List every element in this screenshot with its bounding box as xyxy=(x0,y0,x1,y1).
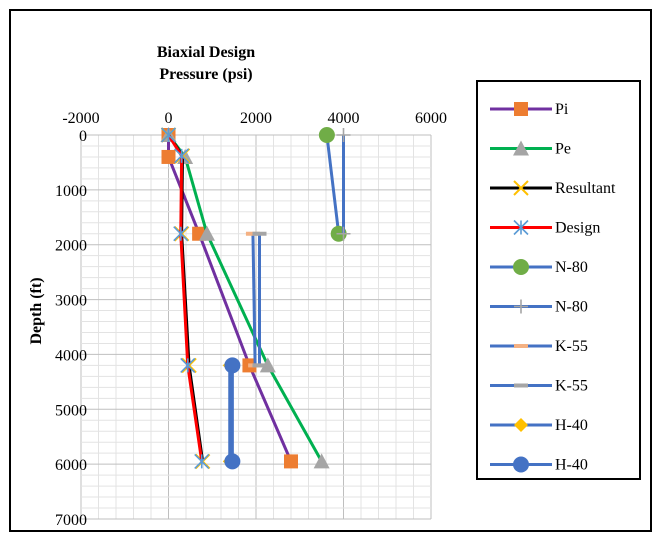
data-point-marker xyxy=(180,357,196,373)
series-group xyxy=(222,358,237,469)
legend-marker xyxy=(513,219,529,236)
series-group xyxy=(252,231,267,368)
chart-svg: -2000 0 2000 4000 60000100020003000400050006… xyxy=(28,44,641,529)
legend-label: N-80 xyxy=(555,259,588,276)
legend-label: K-55 xyxy=(555,378,588,395)
series-line xyxy=(325,134,341,234)
legend-label: H-40 xyxy=(555,417,588,434)
legend-label: Resultant xyxy=(555,180,616,197)
legend-marker xyxy=(513,456,529,473)
grid-layer xyxy=(80,134,432,520)
series-line xyxy=(251,233,257,366)
legend-label: Pi xyxy=(555,101,569,118)
legend-marker xyxy=(513,140,529,156)
legend-marker xyxy=(514,299,528,314)
series-line xyxy=(167,134,323,463)
text-layer: Biaxial Design Pressure (psi) Depth (ft) xyxy=(28,44,255,345)
chart-frame: -2000 0 2000 4000 6000 0 1000 2000 3000 4000 5000 6… xyxy=(9,9,652,532)
series-group xyxy=(160,127,210,469)
data-point-marker xyxy=(199,225,215,241)
y-tick-label: 2000 xyxy=(55,238,87,255)
data-point-marker xyxy=(173,226,189,242)
data-point-marker xyxy=(336,128,351,142)
y-tick-label: 6000 xyxy=(55,457,87,474)
chart-title-line-1: Biaxial Design xyxy=(157,44,255,61)
x-tick-label: 6000 xyxy=(415,110,447,127)
data-point-marker xyxy=(224,357,241,374)
y-tick-label: 1000 xyxy=(55,183,87,200)
series-group xyxy=(224,357,241,470)
legend-marker xyxy=(513,180,529,196)
data-point-marker xyxy=(313,453,330,469)
legend-label: Design xyxy=(555,220,600,237)
y-tick-label: 7000 xyxy=(55,512,87,529)
data-point-marker xyxy=(252,363,267,368)
x-tick-label: 4000 xyxy=(328,110,360,127)
data-point-marker xyxy=(174,148,190,164)
y-tick-label: 0 xyxy=(79,128,87,145)
y-axis-label: Depth (ft) xyxy=(28,277,45,344)
y-tick-label: 3000 xyxy=(55,293,87,310)
chart-title-line-2: Pressure (psi) xyxy=(159,66,252,83)
legend-marker xyxy=(514,102,528,116)
data-point-marker xyxy=(284,454,298,469)
data-point-marker xyxy=(318,127,335,143)
series-group xyxy=(336,128,351,241)
legend-label: K-55 xyxy=(555,338,588,355)
legend-label: Pe xyxy=(555,141,571,158)
data-point-marker xyxy=(194,453,210,469)
legend-marker xyxy=(514,383,528,388)
x-tick-label: 2000 xyxy=(240,110,272,127)
data-point-marker xyxy=(336,226,351,241)
series-layer xyxy=(160,127,351,470)
legend-marker xyxy=(513,259,529,275)
axis-layer: -2000 0 2000 4000 60000100020003000400050006… xyxy=(55,110,447,529)
data-point-marker xyxy=(160,127,177,143)
data-point-marker xyxy=(224,453,241,470)
data-point-marker xyxy=(259,357,276,373)
x-tick-label: -2000 xyxy=(62,110,99,127)
legend-marker xyxy=(514,344,528,348)
legend-marker xyxy=(514,418,528,432)
x-tick-label: 0 xyxy=(165,110,173,127)
y-tick-label: 4000 xyxy=(55,347,87,364)
data-point-marker xyxy=(252,231,267,236)
legend-label: N-80 xyxy=(555,299,588,316)
data-point-marker xyxy=(161,149,176,164)
y-tick-label: 5000 xyxy=(55,402,87,419)
series-group xyxy=(161,128,298,469)
legend-label: H-40 xyxy=(555,457,588,474)
legend: Pi Pe Resultant Design N-80 N-80 K-55 K-55 H-40 H… xyxy=(476,80,641,480)
